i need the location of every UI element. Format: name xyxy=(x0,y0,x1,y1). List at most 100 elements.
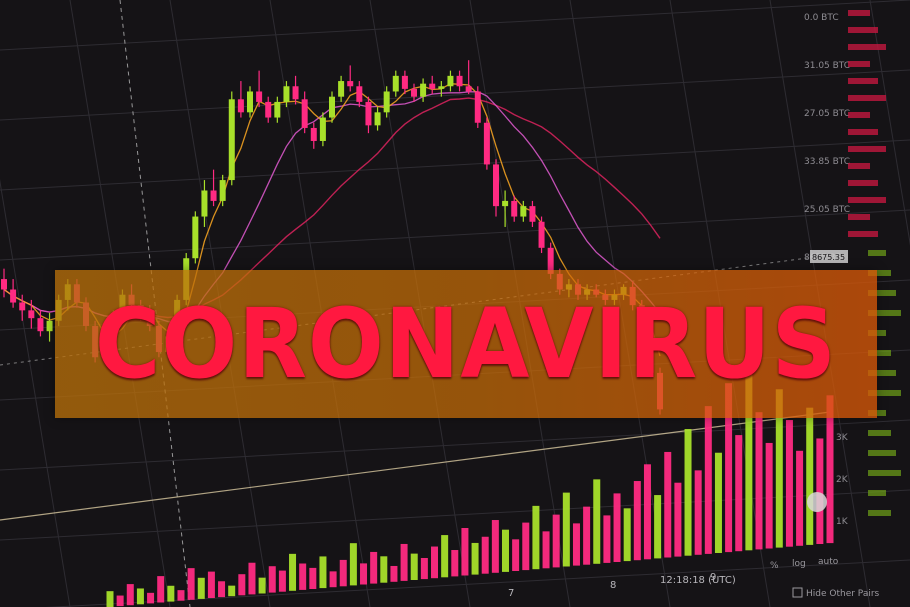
toolbar-item: % xyxy=(770,561,779,571)
volume-bar xyxy=(704,406,712,554)
hide-pairs-label: Hide Other Pairs xyxy=(806,589,880,599)
volume-bar xyxy=(268,566,276,593)
volume-bar xyxy=(420,557,428,580)
candle-body xyxy=(228,99,235,181)
orderbook-bid xyxy=(868,310,901,316)
volume-bar xyxy=(390,565,398,582)
orderbook-bid xyxy=(868,470,901,476)
grid-line-h xyxy=(0,0,910,51)
volume-bar xyxy=(177,590,185,601)
volume-bar xyxy=(583,506,591,565)
volume-bar xyxy=(816,438,824,544)
candle-body xyxy=(319,117,326,141)
volume-bar xyxy=(248,562,256,595)
candle-body xyxy=(456,75,463,87)
price-tick-label: 33.85 BTC xyxy=(804,157,850,167)
volume-bar xyxy=(714,452,722,553)
candle-body xyxy=(511,200,518,217)
orderbook-ask xyxy=(848,44,886,50)
candle-body xyxy=(301,99,308,128)
volume-bar xyxy=(370,551,378,584)
price-tick-label: 0.0 BTC xyxy=(804,13,839,23)
volume-bar xyxy=(765,442,773,549)
candle-body xyxy=(237,99,244,113)
candle-body xyxy=(219,180,226,201)
volume-bar xyxy=(360,563,368,585)
volume-bar xyxy=(380,556,388,583)
candle-body xyxy=(265,101,272,118)
volume-bar xyxy=(167,585,175,602)
orderbook-bid xyxy=(868,350,891,356)
volume-bar xyxy=(725,383,733,553)
candle-body xyxy=(420,83,427,97)
candle-body xyxy=(538,221,545,248)
volume-bar xyxy=(329,571,337,588)
volume-bar xyxy=(471,542,479,575)
orderbook-bid xyxy=(868,370,896,376)
candle-body xyxy=(347,81,354,87)
candle-body xyxy=(547,247,554,274)
candle-body xyxy=(10,289,17,303)
time-label: 12:18:18 (UTC) xyxy=(660,575,736,586)
headline-text: CORONAVIRUS xyxy=(95,288,837,400)
candle-body xyxy=(356,86,363,102)
volume-bar xyxy=(593,479,601,564)
volume-bar xyxy=(664,451,672,558)
volume-bar xyxy=(228,585,236,597)
orderbook-bid xyxy=(868,490,886,496)
last-price-tag xyxy=(810,250,848,263)
volume-bar xyxy=(451,550,459,577)
volume-bar xyxy=(623,508,631,562)
volume-bar xyxy=(775,389,783,548)
toolbar-item: auto xyxy=(818,557,839,567)
candle-body xyxy=(201,190,208,217)
orderbook-bid xyxy=(868,270,891,276)
volume-bar xyxy=(441,535,449,578)
candle-body xyxy=(401,75,408,89)
volume-bar xyxy=(147,592,155,604)
orderbook-ask xyxy=(848,231,878,237)
candle-body xyxy=(1,279,7,290)
grid-line-h xyxy=(0,419,910,471)
candle-body xyxy=(283,86,290,102)
volume-bar xyxy=(218,581,226,598)
grid-line-h xyxy=(0,139,910,191)
candle-body xyxy=(37,318,44,332)
x-tick-label: 7 xyxy=(508,588,514,599)
candle-body xyxy=(28,310,35,319)
volume-bar xyxy=(299,563,307,590)
candle-body xyxy=(247,91,253,113)
volume-bar xyxy=(694,470,702,555)
volume-bar xyxy=(278,570,286,592)
candle-body xyxy=(274,101,281,118)
orderbook-ask xyxy=(848,129,878,135)
volume-bar xyxy=(197,577,205,599)
price-tick-label: 31.05 BTC xyxy=(804,61,850,71)
orderbook-ask xyxy=(848,146,886,152)
volume-bar xyxy=(572,523,580,566)
candle-body xyxy=(383,91,390,113)
volume-bar xyxy=(633,481,641,561)
grid-line-h xyxy=(0,489,910,541)
candle-body xyxy=(520,206,527,217)
orderbook-ask xyxy=(848,61,870,67)
candle-body xyxy=(447,75,454,87)
candle-body xyxy=(310,127,317,141)
volume-bar xyxy=(481,536,489,574)
candle-body xyxy=(374,112,381,126)
orderbook-ask xyxy=(848,27,878,33)
last-price-label: 8675.35 xyxy=(812,253,845,262)
orderbook-ask xyxy=(848,95,886,101)
candle-body xyxy=(502,200,509,207)
volume-bar xyxy=(431,546,439,579)
orderbook-bid xyxy=(868,430,891,436)
orderbook-ask xyxy=(848,163,870,169)
volume-bar xyxy=(613,493,621,562)
orderbook-bid xyxy=(868,510,891,516)
volume-bar xyxy=(542,531,550,569)
candle-body xyxy=(474,91,481,123)
volume-bar xyxy=(522,522,530,571)
volume-bar xyxy=(461,528,469,576)
volume-bar xyxy=(126,584,134,606)
volume-bar xyxy=(258,577,266,594)
